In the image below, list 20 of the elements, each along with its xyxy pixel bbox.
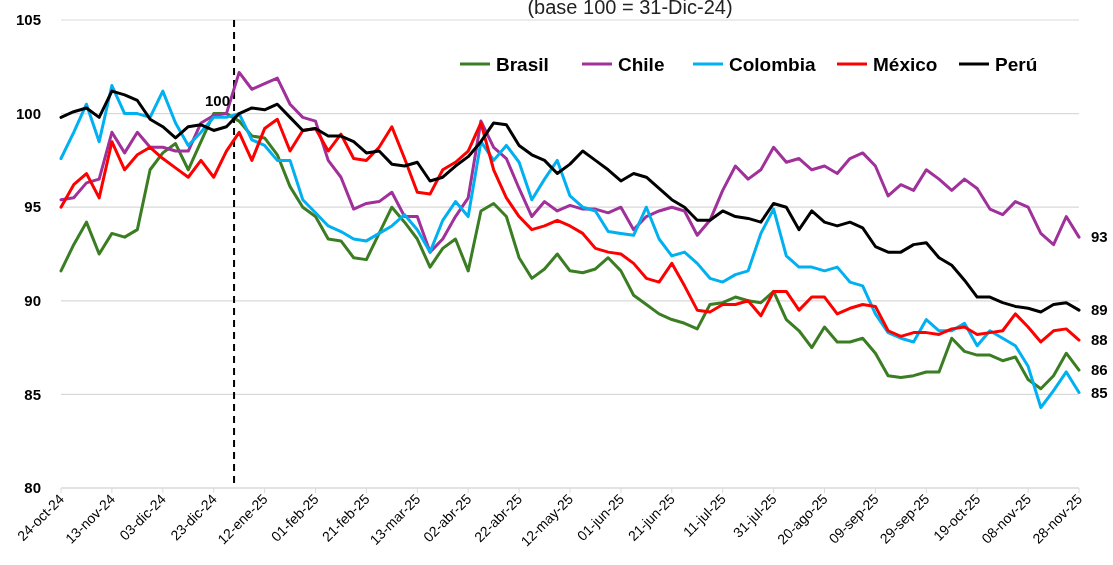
- y-tick-label: 80: [24, 479, 41, 497]
- data-label: 93: [1091, 228, 1108, 246]
- line-series: [59, 117, 1081, 344]
- line-series: [59, 70, 1081, 254]
- legend-label: Perú: [995, 53, 1038, 75]
- legend-label: México: [873, 53, 938, 75]
- chart-title: (base 100 = 31-Dic-24): [527, 0, 733, 18]
- y-tick-label: 90: [24, 292, 41, 310]
- y-tick-label: 95: [24, 198, 41, 216]
- data-label: 89: [1091, 301, 1108, 319]
- data-label: 86: [1091, 361, 1108, 379]
- annotation: 100: [205, 91, 231, 109]
- y-tick-label: 85: [24, 385, 41, 403]
- data-label: 88: [1091, 331, 1108, 349]
- y-tick-label: 105: [15, 11, 41, 29]
- legend-label: Colombia: [729, 53, 816, 75]
- legend-label: Brasil: [496, 53, 549, 75]
- data-label: 85: [1091, 383, 1108, 401]
- y-tick-label: 100: [15, 104, 41, 122]
- legend-label: Chile: [618, 53, 665, 75]
